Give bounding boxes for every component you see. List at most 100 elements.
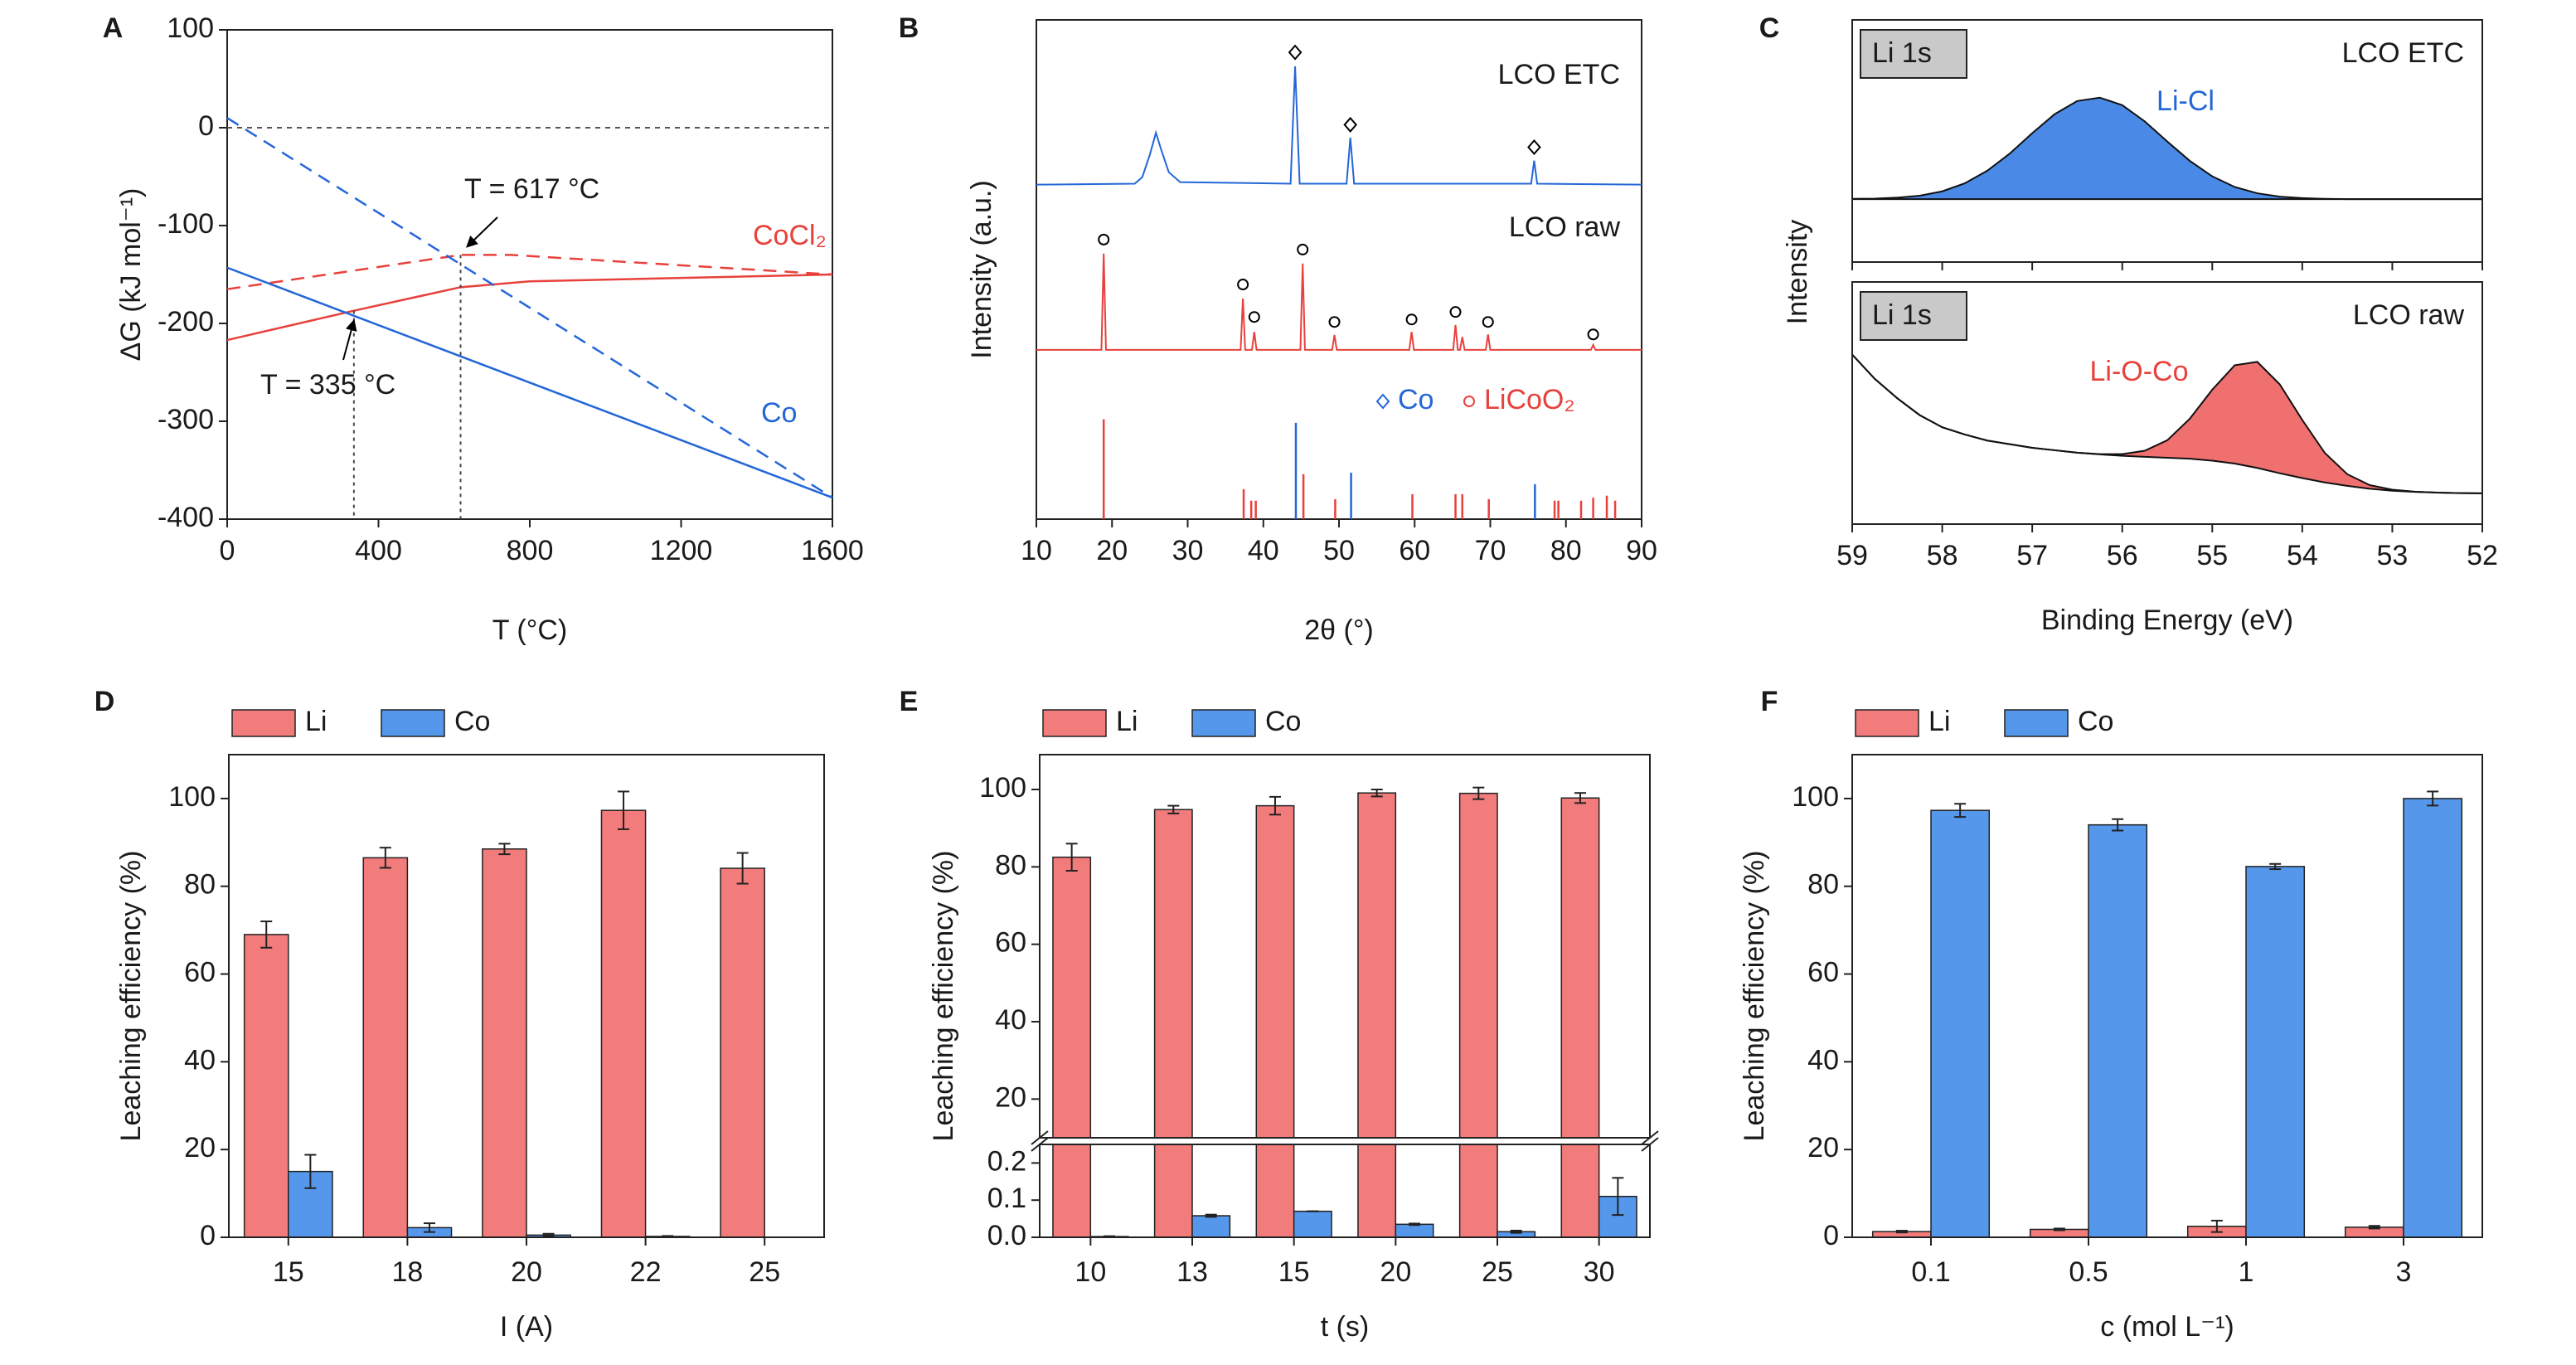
x-tick-label: 90 <box>1626 535 1657 566</box>
spectrum-label: LCO raw <box>2353 299 2465 331</box>
x-tick-label: 58 <box>1927 540 1958 571</box>
plot-frame <box>1036 19 1642 520</box>
y-tick-label: 100 <box>168 781 216 813</box>
bar <box>482 848 527 1238</box>
y-axis-title: Leaching efficiency (%) <box>1739 851 1770 1142</box>
x-tick-label: 400 <box>355 535 402 566</box>
y-axis-title: ΔG (kJ mol⁻¹) <box>115 188 147 362</box>
bar <box>1357 792 1397 1139</box>
legend-label: Li <box>1928 706 1950 737</box>
y-tick-label: 40 <box>1807 1044 1839 1076</box>
x-tick-label: 15 <box>1278 1256 1310 1288</box>
bar <box>1191 1215 1231 1238</box>
annotation-arrow <box>342 318 357 361</box>
axis-break-gap <box>1036 1139 1653 1144</box>
legend-swatch <box>231 709 296 737</box>
panel-letter: D <box>95 686 115 717</box>
bar <box>600 809 647 1238</box>
series-label: CoCl₂ <box>753 220 827 251</box>
bar <box>2403 798 2463 1238</box>
y-tick-label: 0 <box>1823 1220 1839 1251</box>
x-tick-label: 18 <box>391 1256 423 1288</box>
peak-marker <box>1237 279 1249 291</box>
annotation: T = 335 °C <box>260 369 395 401</box>
y-tick-label: 100 <box>167 12 214 44</box>
y-tick-label: 100 <box>979 772 1026 804</box>
panel-letter: B <box>899 12 919 44</box>
annotation: T = 617 °C <box>464 173 599 205</box>
y-tick-label: 20 <box>1807 1132 1839 1163</box>
y-axis-title: Leaching efficiency (%) <box>928 851 959 1142</box>
y-tick-label: 80 <box>995 849 1026 881</box>
y-tick-label: 0.0 <box>987 1220 1026 1251</box>
x-tick-label: 15 <box>273 1256 304 1288</box>
bar <box>720 867 765 1238</box>
panel-letter: A <box>103 12 124 44</box>
spectrum-label: LCO ETC <box>2342 37 2464 69</box>
peak-marker <box>1328 316 1341 328</box>
x-axis-title: I (A) <box>500 1311 553 1343</box>
peak-marker <box>1405 313 1418 326</box>
bar <box>1255 804 1295 1139</box>
legend-label: Li <box>305 706 327 737</box>
y-tick-label: 0 <box>198 110 214 142</box>
y-tick-label: 60 <box>184 957 216 989</box>
x-tick-label: 13 <box>1176 1256 1208 1288</box>
legend-label: Co <box>1265 706 1301 737</box>
y-tick-label: 40 <box>995 1004 1026 1036</box>
tag-label: Li 1s <box>1872 299 1932 331</box>
bar <box>1458 1144 1498 1238</box>
y-tick-label: 100 <box>1792 781 1839 813</box>
x-tick-label: 50 <box>1323 535 1355 566</box>
legend-label: Co <box>2078 706 2113 737</box>
peak-label: Li-Cl <box>2156 85 2215 117</box>
panel-letter: C <box>1759 12 1780 44</box>
envelope-line <box>1851 96 2482 201</box>
y-axis-title: Intensity (a.u.) <box>966 180 997 358</box>
x-tick-label: 70 <box>1475 535 1506 566</box>
y-tick-label: 80 <box>184 869 216 901</box>
legend-swatch <box>2004 709 2069 737</box>
peak-marker <box>1098 233 1110 245</box>
pattern-label: LCO ETC <box>1498 59 1620 90</box>
x-axis-title: 2θ (°) <box>1304 614 1374 646</box>
bar <box>1930 809 1991 1238</box>
bar <box>1153 1144 1193 1238</box>
x-tick-label: 57 <box>2016 540 2048 571</box>
bar <box>1357 1144 1397 1238</box>
y-tick-label: 20 <box>184 1132 216 1163</box>
peak-marker <box>1587 328 1599 341</box>
x-tick-label: 0 <box>220 535 235 566</box>
y-axis-title: Intensity <box>1782 220 1813 325</box>
pattern-label: LCO raw <box>1509 211 1621 243</box>
y-tick-label: 40 <box>184 1044 216 1076</box>
legend-swatch <box>1855 709 1919 737</box>
x-tick-label: 53 <box>2377 540 2409 571</box>
plot-frame <box>226 29 833 520</box>
series-line <box>226 117 833 499</box>
bar <box>1395 1223 1434 1238</box>
panel-letter: F <box>1761 686 1778 717</box>
series-line <box>226 254 833 290</box>
bar <box>1052 1144 1092 1238</box>
y-axis-title: Leaching efficiency (%) <box>115 851 147 1142</box>
legend-marker <box>1463 396 1475 407</box>
bar <box>1255 1144 1295 1238</box>
x-tick-label: 0.5 <box>2069 1256 2108 1288</box>
peak-marker <box>1449 306 1462 318</box>
x-tick-label: 56 <box>2107 540 2138 571</box>
bar <box>2245 866 2306 1238</box>
bar <box>1560 1144 1600 1238</box>
y-tick-label: -400 <box>158 502 214 533</box>
plot-frame <box>1851 19 2483 263</box>
plot-frame <box>1851 281 2483 525</box>
annotation-arrow <box>466 216 498 248</box>
x-tick-label: 54 <box>2287 540 2318 571</box>
legend-swatch <box>1191 709 1256 737</box>
legend-swatch <box>381 709 445 737</box>
peak-marker <box>1482 316 1494 328</box>
pattern-line <box>1036 66 1642 186</box>
bar <box>1560 797 1600 1139</box>
y-tick-label: 0 <box>200 1220 216 1251</box>
